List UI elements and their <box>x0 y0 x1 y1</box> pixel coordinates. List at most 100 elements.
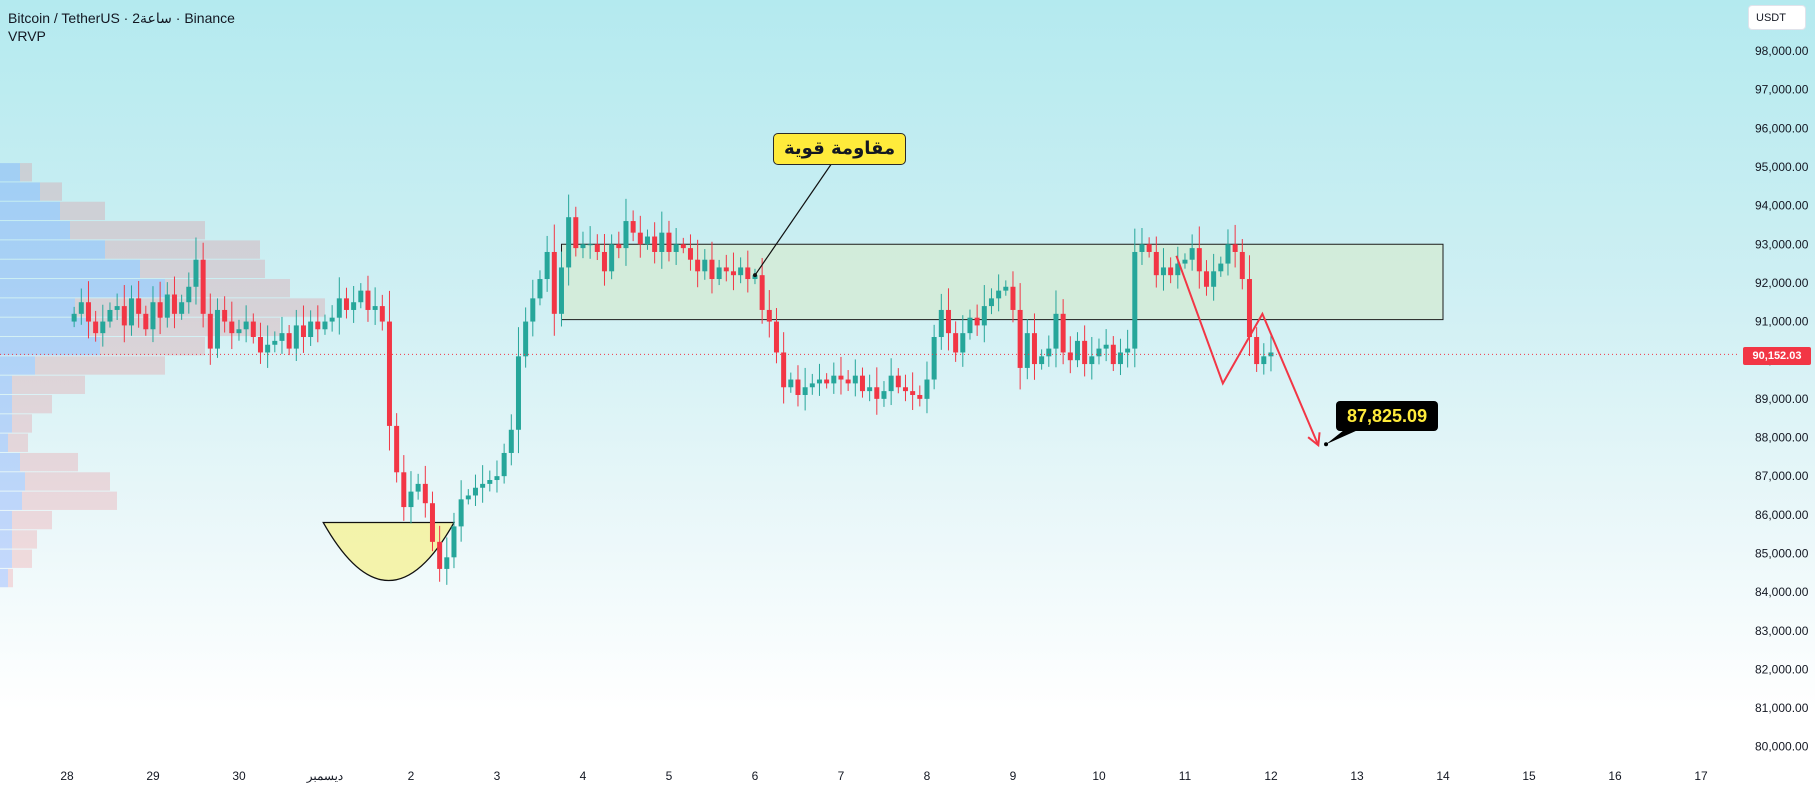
candle-body <box>530 298 536 322</box>
candle-body <box>150 302 156 330</box>
vp-up-bar <box>0 375 12 394</box>
candle-body <box>1067 352 1073 361</box>
candle-body <box>508 429 514 453</box>
candle-body <box>601 251 607 272</box>
candle-body <box>974 317 980 326</box>
time-tick-label: 17 <box>1694 769 1708 783</box>
candle-body <box>300 325 306 338</box>
candlesticks <box>71 194 1274 585</box>
target-callout[interactable]: 87,825.09 <box>1336 401 1439 431</box>
projection-path <box>1175 255 1321 448</box>
vp-down-bar <box>25 472 110 491</box>
candle-body <box>902 387 908 392</box>
price-axis[interactable]: 98,000.00 97,000.00 96,000.00 95,000.00 94,0… <box>1755 44 1809 754</box>
candle-body <box>938 309 944 338</box>
vp-up-bar <box>0 491 22 510</box>
time-tick-label: 12 <box>1264 769 1278 783</box>
price-tick-label: 84,000.00 <box>1755 585 1809 599</box>
candle-body <box>1103 344 1109 349</box>
vp-down-bar <box>165 279 290 298</box>
candle-body <box>472 487 478 496</box>
candle-body <box>1060 313 1066 353</box>
candle-body <box>1082 340 1088 365</box>
price-tick-label: 93,000.00 <box>1755 237 1809 251</box>
candle-body <box>666 232 672 252</box>
candle-body <box>1254 337 1260 365</box>
resistance-anchor-dot <box>753 273 757 278</box>
vp-up-bar <box>0 433 8 452</box>
candle-body <box>114 306 120 310</box>
vp-down-bar <box>100 337 205 356</box>
time-tick-label: 5 <box>666 769 673 783</box>
candle-body <box>179 302 185 314</box>
candle-body <box>988 298 994 307</box>
candle-body <box>1232 244 1238 252</box>
vp-down-bar <box>12 394 52 414</box>
price-tick-label: 83,000.00 <box>1755 624 1809 638</box>
candle-body <box>845 379 851 384</box>
candle-body <box>587 244 593 246</box>
candle-body <box>773 321 779 353</box>
candle-body <box>1117 352 1123 365</box>
candle-body <box>594 244 600 252</box>
candle-body <box>1017 309 1023 368</box>
candle-body <box>1125 348 1131 353</box>
time-axis[interactable]: 28 29 30 ديسمبر 2 3 4 5 6 7 8 9 10 11 12 13 14 15 16 17 <box>60 769 1708 783</box>
candle-body <box>487 480 493 484</box>
resistance-pointer-line <box>754 162 833 276</box>
indicator-label[interactable]: VRVP <box>8 28 46 44</box>
currency-button[interactable]: USDT <box>1748 5 1806 30</box>
candle-body <box>730 271 736 276</box>
candle-body <box>128 298 134 326</box>
vp-up-bar <box>0 337 100 356</box>
vp-down-bar <box>8 433 28 452</box>
time-tick-label: 13 <box>1350 769 1364 783</box>
resistance-callout[interactable]: مقاومة قوية <box>773 133 907 165</box>
price-tick-label: 87,000.00 <box>1755 469 1809 483</box>
candle-body <box>164 294 170 318</box>
candle-body <box>838 375 844 380</box>
vp-down-bar <box>75 298 325 317</box>
candle-body <box>501 452 507 477</box>
candle-body <box>652 236 658 252</box>
candle-body <box>537 279 543 299</box>
candle-body <box>910 391 916 395</box>
last-price-tag: 90,152.03 <box>1743 347 1811 365</box>
vp-down-bar <box>12 375 85 394</box>
candle-body <box>394 425 400 473</box>
candle-body <box>1089 356 1095 365</box>
candle-body <box>824 379 830 384</box>
candle-body <box>738 267 744 276</box>
vp-down-bar <box>12 530 37 549</box>
candle-body <box>630 221 636 233</box>
candle-body <box>1053 313 1059 349</box>
symbol-title[interactable]: Bitcoin / TetherUS · 2ساعة · Binance <box>8 10 235 26</box>
candle-body <box>551 251 557 314</box>
vp-down-bar <box>60 201 105 221</box>
vp-up-bar <box>0 452 20 472</box>
candle-body <box>422 483 428 504</box>
candle-body <box>336 298 342 318</box>
time-tick-label: 4 <box>580 769 587 783</box>
candle-body <box>659 232 665 252</box>
candle-body <box>558 267 564 314</box>
time-tick-label: 2 <box>408 769 415 783</box>
candle-body <box>1110 344 1116 365</box>
candle-body <box>365 290 371 310</box>
candle-body <box>515 356 521 430</box>
vp-up-bar <box>0 317 90 337</box>
vp-up-bar <box>0 221 70 240</box>
candle-body <box>386 321 392 426</box>
vp-up-bar <box>0 510 12 530</box>
candle-body <box>573 217 579 249</box>
candle-body <box>781 352 787 388</box>
time-tick-label: 16 <box>1608 769 1622 783</box>
price-tick-label: 97,000.00 <box>1755 83 1809 97</box>
resistance-zone-rect <box>561 243 1444 321</box>
candle-body <box>1003 286 1009 291</box>
candle-body <box>702 259 708 272</box>
vp-up-bar <box>0 414 12 433</box>
candle-body <box>745 267 751 280</box>
candle-body <box>953 333 959 353</box>
